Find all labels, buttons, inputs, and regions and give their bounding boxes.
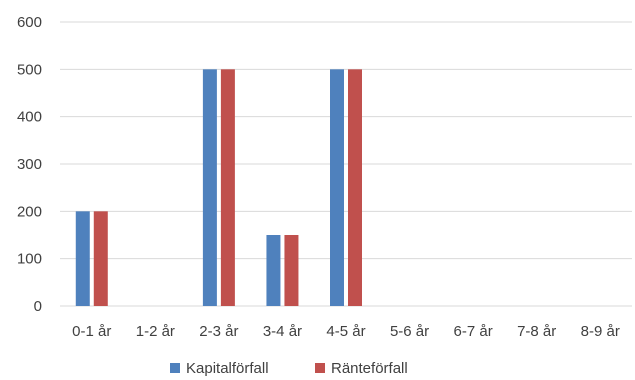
y-tick-label: 100 xyxy=(17,251,42,268)
y-tick-label: 600 xyxy=(17,14,42,31)
x-tick-label: 7-8 år xyxy=(517,323,556,340)
y-tick-label: 0 xyxy=(34,298,42,315)
bar-ranteforfall xyxy=(93,211,108,306)
bar-kapitalforfall xyxy=(330,69,344,306)
legend-swatch xyxy=(315,363,325,373)
x-tick-label: 8-9 år xyxy=(581,323,620,340)
legend-swatch xyxy=(170,363,180,373)
x-tick-label: 2-3 år xyxy=(199,323,238,340)
x-tick-label: 3-4 år xyxy=(263,323,302,340)
y-axis-ticks: 0 100 200 300 400 500 600 xyxy=(17,14,42,315)
legend-label: Kapitalförfall xyxy=(186,360,269,377)
y-tick-label: 500 xyxy=(17,61,42,78)
bar-ranteforfall xyxy=(348,69,362,306)
x-tick-label: 4-5 år xyxy=(326,323,365,340)
y-tick-label: 400 xyxy=(17,109,42,126)
bar-kapitalforfall xyxy=(266,235,281,306)
x-tick-label: 0-1 år xyxy=(72,323,111,340)
bar-kapitalforfall xyxy=(75,211,90,306)
x-axis-ticks: 0-1 år 1-2 år 2-3 år 3-4 år 4-5 år 5-6 år 6-7 … xyxy=(72,323,620,340)
bar-ranteforfall xyxy=(284,235,299,306)
x-tick-label: 1-2 år xyxy=(136,323,175,340)
legend-label: Ränteförfall xyxy=(331,360,408,377)
y-tick-label: 200 xyxy=(17,203,42,220)
gridlines xyxy=(60,21,632,307)
bar-kapitalforfall xyxy=(202,69,217,306)
x-tick-label: 6-7 år xyxy=(454,323,493,340)
y-tick-label: 300 xyxy=(17,156,42,173)
bars xyxy=(75,69,362,306)
legend: Kapitalförfall Ränteförfall xyxy=(170,360,408,377)
x-tick-label: 5-6 år xyxy=(390,323,429,340)
bar-ranteforfall xyxy=(220,69,235,306)
